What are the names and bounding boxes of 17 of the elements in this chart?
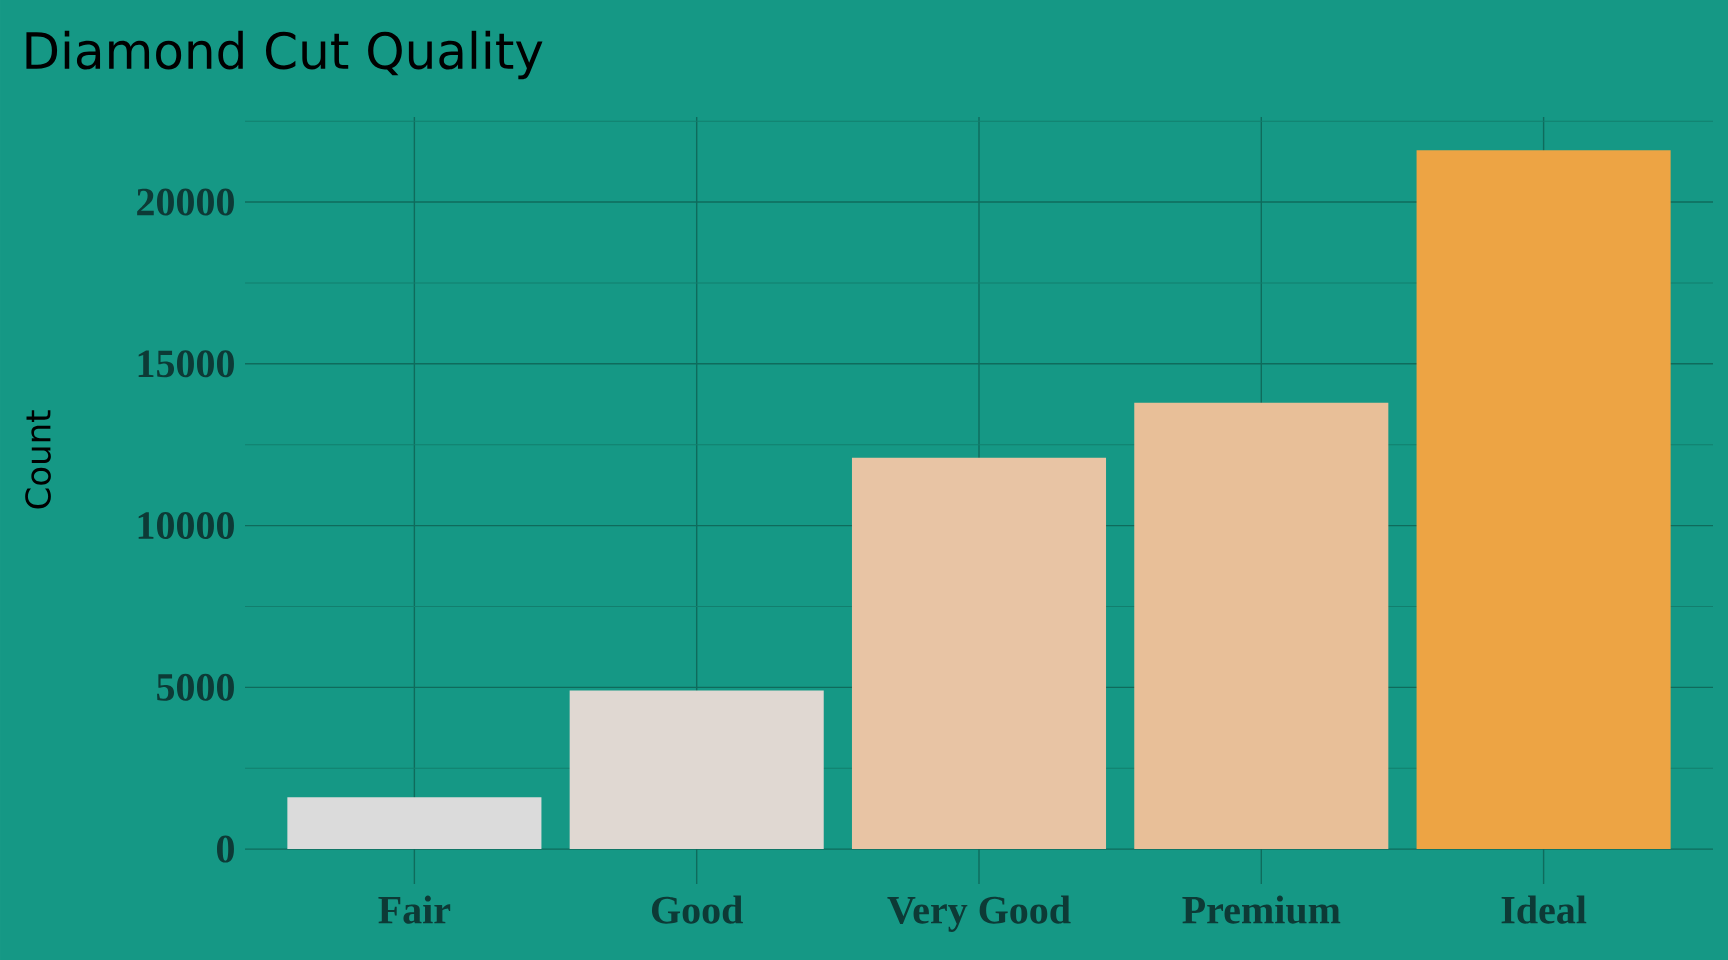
bar [1134,402,1389,850]
bar [569,690,824,850]
y-tick-label: 5000 [157,673,234,701]
x-tick-label: Ideal [1501,895,1587,924]
x-tick-label: Good [651,895,743,924]
y-tick-label: 15000 [138,350,234,378]
y-tick-label: 10000 [138,512,234,540]
bar [287,797,542,850]
y-tick-label: 20000 [137,188,234,216]
x-tick-label: Fair [378,895,451,924]
chart-title: Diamond Cut Quality [26,30,543,80]
bar [1416,150,1671,850]
y-axis-title: Count [25,410,51,509]
x-tick-label: Premium [1182,895,1341,924]
y-tick-label: 0 [217,835,234,863]
bar [851,457,1107,850]
x-tick-label: Very Good [887,895,1071,932]
